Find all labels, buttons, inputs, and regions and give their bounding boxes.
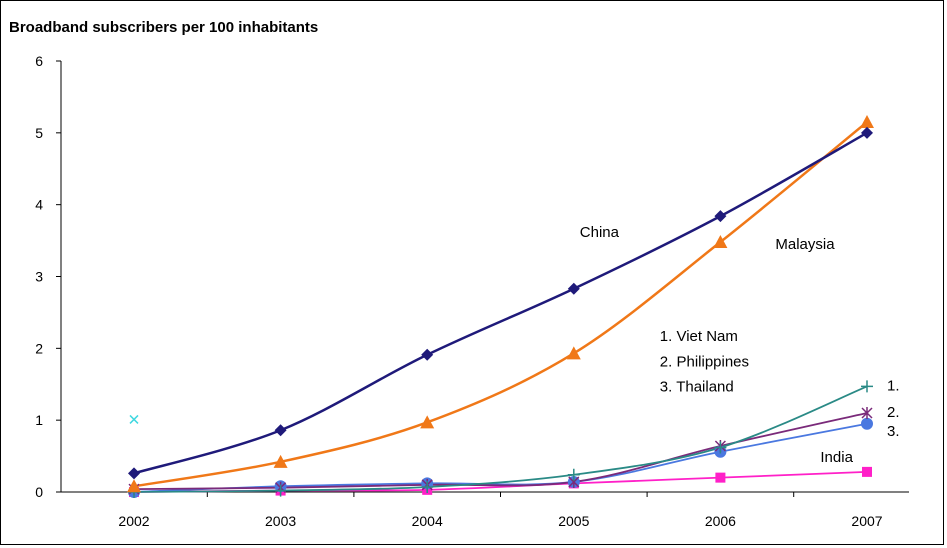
- series-line: [133, 422, 868, 493]
- data-point: [861, 380, 873, 393]
- data-point: [860, 115, 874, 129]
- y-tick-label: 2: [35, 340, 43, 356]
- stray-data-point: [129, 414, 139, 424]
- data-point: [421, 480, 434, 493]
- data-point: [420, 415, 435, 429]
- data-point: [861, 406, 873, 419]
- data-point: [421, 348, 434, 361]
- annotation-label: 3. Thailand: [660, 378, 734, 395]
- data-point: [567, 282, 580, 295]
- x-tick-label: 2006: [705, 513, 736, 529]
- data-point: [127, 479, 141, 493]
- data-point: [861, 126, 873, 139]
- series-line: [133, 131, 868, 475]
- x-tick-label: 2007: [851, 513, 882, 529]
- data-point: [128, 467, 140, 480]
- x-tick-label: 2004: [412, 513, 443, 529]
- data-point: [273, 454, 288, 468]
- x-tick-label: 2005: [558, 513, 589, 529]
- annotation-label: China: [580, 224, 620, 241]
- x-tick-label: 2002: [118, 513, 149, 529]
- series-end-label: 1.: [887, 377, 900, 394]
- series-end-label: 2.: [887, 404, 900, 421]
- series-line: [133, 385, 868, 493]
- annotation-label: India: [820, 449, 853, 466]
- annotation-label: 1. Viet Nam: [660, 328, 738, 345]
- data-point: [713, 235, 728, 249]
- data-point: [274, 424, 287, 437]
- series-line: [133, 121, 868, 488]
- data-point: [715, 472, 726, 483]
- x-tick-label: 2003: [265, 513, 296, 529]
- annotation-label: 2. Philippines: [660, 353, 749, 370]
- y-tick-label: 0: [35, 484, 43, 500]
- series-line: [133, 412, 868, 491]
- y-tick-label: 3: [35, 269, 43, 285]
- series-end-label: 3.: [887, 423, 900, 440]
- data-point: [861, 417, 873, 430]
- data-point: [274, 484, 287, 497]
- y-tick-label: 1: [35, 412, 43, 428]
- y-tick-label: 5: [35, 125, 43, 141]
- y-tick-label: 6: [35, 53, 43, 69]
- data-point: [714, 441, 727, 454]
- data-point: [714, 210, 727, 223]
- annotation-label: Malaysia: [775, 236, 835, 253]
- chart-title: Broadband subscribers per 100 inhabitant…: [9, 19, 319, 36]
- data-point: [567, 468, 580, 481]
- y-tick-label: 4: [35, 197, 43, 213]
- data-point: [862, 466, 872, 477]
- data-point: [566, 346, 581, 360]
